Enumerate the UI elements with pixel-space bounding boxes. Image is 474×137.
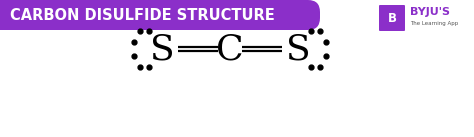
Text: S: S bbox=[286, 32, 310, 66]
FancyBboxPatch shape bbox=[379, 5, 405, 31]
Text: The Learning App: The Learning App bbox=[410, 21, 458, 25]
Text: B: B bbox=[388, 12, 396, 25]
Text: BYJU'S: BYJU'S bbox=[410, 7, 450, 17]
Text: C: C bbox=[216, 32, 244, 66]
FancyBboxPatch shape bbox=[0, 0, 320, 30]
Text: S: S bbox=[150, 32, 174, 66]
Text: CARBON DISULFIDE STRUCTURE: CARBON DISULFIDE STRUCTURE bbox=[10, 8, 275, 22]
Bar bbox=[0, 0, 12, 30]
